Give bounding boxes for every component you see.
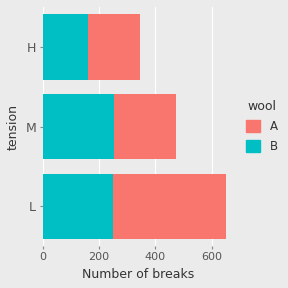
- Bar: [43, 14, 88, 79]
- Bar: [43, 174, 113, 239]
- Legend: A, B: A, B: [244, 98, 281, 156]
- Bar: [88, 14, 140, 79]
- Y-axis label: tension: tension: [7, 104, 20, 149]
- Bar: [114, 94, 176, 159]
- Bar: [43, 94, 114, 159]
- X-axis label: Number of breaks: Number of breaks: [82, 268, 194, 281]
- Bar: [113, 174, 226, 239]
